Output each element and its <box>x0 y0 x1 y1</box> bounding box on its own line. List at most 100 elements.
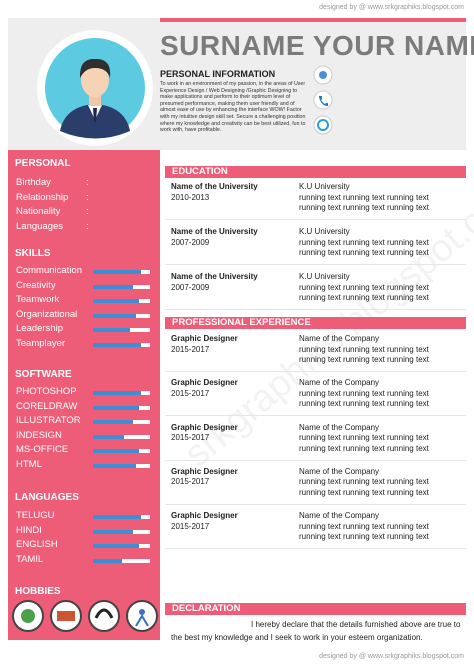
divider <box>165 309 466 310</box>
declaration: I hereby declare that the details furnis… <box>171 620 461 642</box>
years: 2007-2009 <box>171 282 210 292</box>
skill-level <box>93 313 136 318</box>
company: Name of the Company <box>299 422 380 432</box>
divider <box>165 371 466 372</box>
skill-name: MS-OFFICE <box>16 444 69 456</box>
divider <box>165 415 466 417</box>
text-line: running text running text running text <box>299 237 429 247</box>
place: K.U University <box>299 227 350 236</box>
years: 2010-2013 <box>171 192 210 202</box>
section-title: SOFTWARE <box>15 369 72 380</box>
contact-icons <box>313 65 333 135</box>
skill-name: Communication <box>16 265 82 276</box>
skill-level <box>93 449 139 454</box>
text-line: running text running text running text <box>299 203 429 212</box>
text-line: running text running text running text <box>299 399 429 409</box>
years: 2015-2017 <box>171 477 210 487</box>
field-label: Relationship <box>16 191 69 203</box>
skill-name: HINDI <box>16 524 42 536</box>
company: Name of the Company <box>299 466 380 476</box>
skill-name: PHOTOSHOP <box>16 386 77 397</box>
school: Name of the University <box>171 272 258 281</box>
skill-name: Creativity <box>16 279 56 291</box>
text-line: running text running text running text <box>299 443 429 453</box>
skill-name: CORELDRAW <box>16 400 78 412</box>
years: 2015-2017 <box>171 388 210 398</box>
skill-level <box>93 343 142 347</box>
field-label: Languages <box>16 220 64 232</box>
separator: : <box>86 206 89 217</box>
divider <box>165 264 466 265</box>
text-line: running text running text running text <box>299 248 429 257</box>
credit: designed by @ www.srkgraphiks.blogspot.c… <box>319 653 464 660</box>
skill-name: Organizational <box>16 308 78 320</box>
company: Name of the Company <box>299 334 380 343</box>
skill-name: TAMIL <box>16 553 44 565</box>
separator: : <box>86 177 89 188</box>
years: 2015-2017 <box>171 433 210 443</box>
section-header: DECLARATION <box>165 603 466 615</box>
skill-level <box>93 284 133 289</box>
years: 2015-2017 <box>171 344 210 354</box>
role: Graphic Designer <box>171 334 238 343</box>
section-title: PERSONAL <box>15 158 71 169</box>
skill-name: Teamwork <box>16 294 60 306</box>
skill-level <box>93 558 122 563</box>
skill-level <box>93 391 142 395</box>
summary: To work in an environment of my passion,… <box>160 81 306 134</box>
section-title: SKILLS <box>15 248 51 259</box>
name: SURNAME YOUR NAME <box>160 30 474 61</box>
skill-level <box>93 529 133 534</box>
divider <box>165 548 466 550</box>
company: Name of the Company <box>299 378 380 388</box>
divider <box>165 503 466 505</box>
separator: : <box>86 191 89 203</box>
years: 2007-2009 <box>171 237 210 247</box>
skill-level <box>93 515 142 519</box>
section-header: EDUCATION <box>165 166 466 178</box>
text-line: running text running text running text <box>299 388 429 398</box>
hobby-icons <box>12 600 158 632</box>
section-title: HOBBIES <box>15 586 61 597</box>
text-line: running text running text running text <box>299 344 429 354</box>
text-line: running text running text running text <box>299 532 429 542</box>
text-line: running text running text running text <box>299 282 429 292</box>
place: K.U University <box>299 272 350 281</box>
avatar <box>37 30 153 146</box>
header-stripe <box>160 18 466 22</box>
field-label: Nationality <box>16 206 61 217</box>
skill-level <box>93 405 139 410</box>
role: Graphic Designer <box>171 378 238 388</box>
text-line: running text running text running text <box>299 192 429 202</box>
divider <box>165 219 466 220</box>
skill-level <box>93 464 136 468</box>
section-title: LANGUAGES <box>15 492 79 503</box>
text-line: running text running text running text <box>299 433 429 443</box>
company: Name of the Company <box>299 511 380 521</box>
sidebar <box>8 150 160 640</box>
school: Name of the University <box>171 227 258 236</box>
skill-track <box>93 558 150 563</box>
text-line: running text running text running text <box>299 355 429 364</box>
text-line: running text running text running text <box>299 477 429 487</box>
role: Graphic Designer <box>171 511 238 521</box>
place: K.U University <box>299 182 350 191</box>
skill-name: INDESIGN <box>16 429 62 441</box>
skill-level <box>93 270 142 274</box>
school: Name of the University <box>171 182 258 191</box>
role: Graphic Designer <box>171 466 238 476</box>
section-header: PROFESSIONAL EXPERIENCE <box>165 317 466 329</box>
divider <box>165 459 466 461</box>
field-label: Birthday <box>16 177 51 188</box>
skill-name: TELUGU <box>16 510 55 521</box>
text-line: running text running text running text <box>299 521 429 531</box>
skill-level <box>93 299 139 304</box>
skill-name: Leadership <box>16 323 64 335</box>
skill-name: Teamplayer <box>16 338 66 349</box>
separator: : <box>86 220 89 232</box>
section-title: PERSONAL INFORMATION <box>160 69 276 79</box>
text-line: running text running text running text <box>299 293 429 302</box>
credit: designed by @ www.srkgraphiks.blogspot.c… <box>319 4 464 11</box>
skill-name: ENGLISH <box>16 539 58 551</box>
